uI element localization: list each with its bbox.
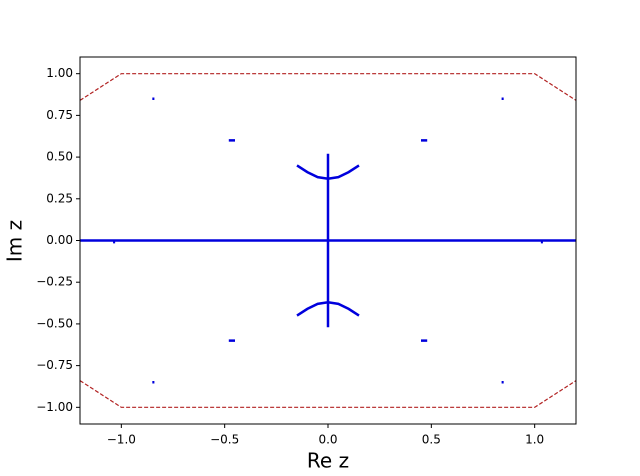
y-axis-label: Im z bbox=[3, 220, 27, 262]
x-tick-label: 1.0 bbox=[525, 433, 544, 447]
series-line bbox=[80, 73, 576, 408]
y-tick-label: −0.50 bbox=[36, 316, 73, 330]
plot-frame bbox=[79, 56, 577, 425]
y-tick-label: −0.75 bbox=[36, 358, 73, 372]
y-tick-label: −0.25 bbox=[36, 275, 73, 289]
y-tick-label: 1.00 bbox=[46, 66, 73, 80]
series-line bbox=[80, 97, 576, 384]
x-tick-label: 0.0 bbox=[318, 433, 337, 447]
y-tick-label: 0.25 bbox=[46, 191, 73, 205]
y-tick-label: −1.00 bbox=[36, 400, 73, 414]
x-axis-label: Re z bbox=[307, 449, 349, 473]
y-tick-label: 0.75 bbox=[46, 108, 73, 122]
y-tick-label: 0.00 bbox=[46, 233, 73, 247]
x-tick-label: 0.5 bbox=[422, 433, 441, 447]
y-tick-label: 0.50 bbox=[46, 150, 73, 164]
x-tick-label: −1.0 bbox=[107, 433, 136, 447]
x-tick-label: −0.5 bbox=[210, 433, 239, 447]
